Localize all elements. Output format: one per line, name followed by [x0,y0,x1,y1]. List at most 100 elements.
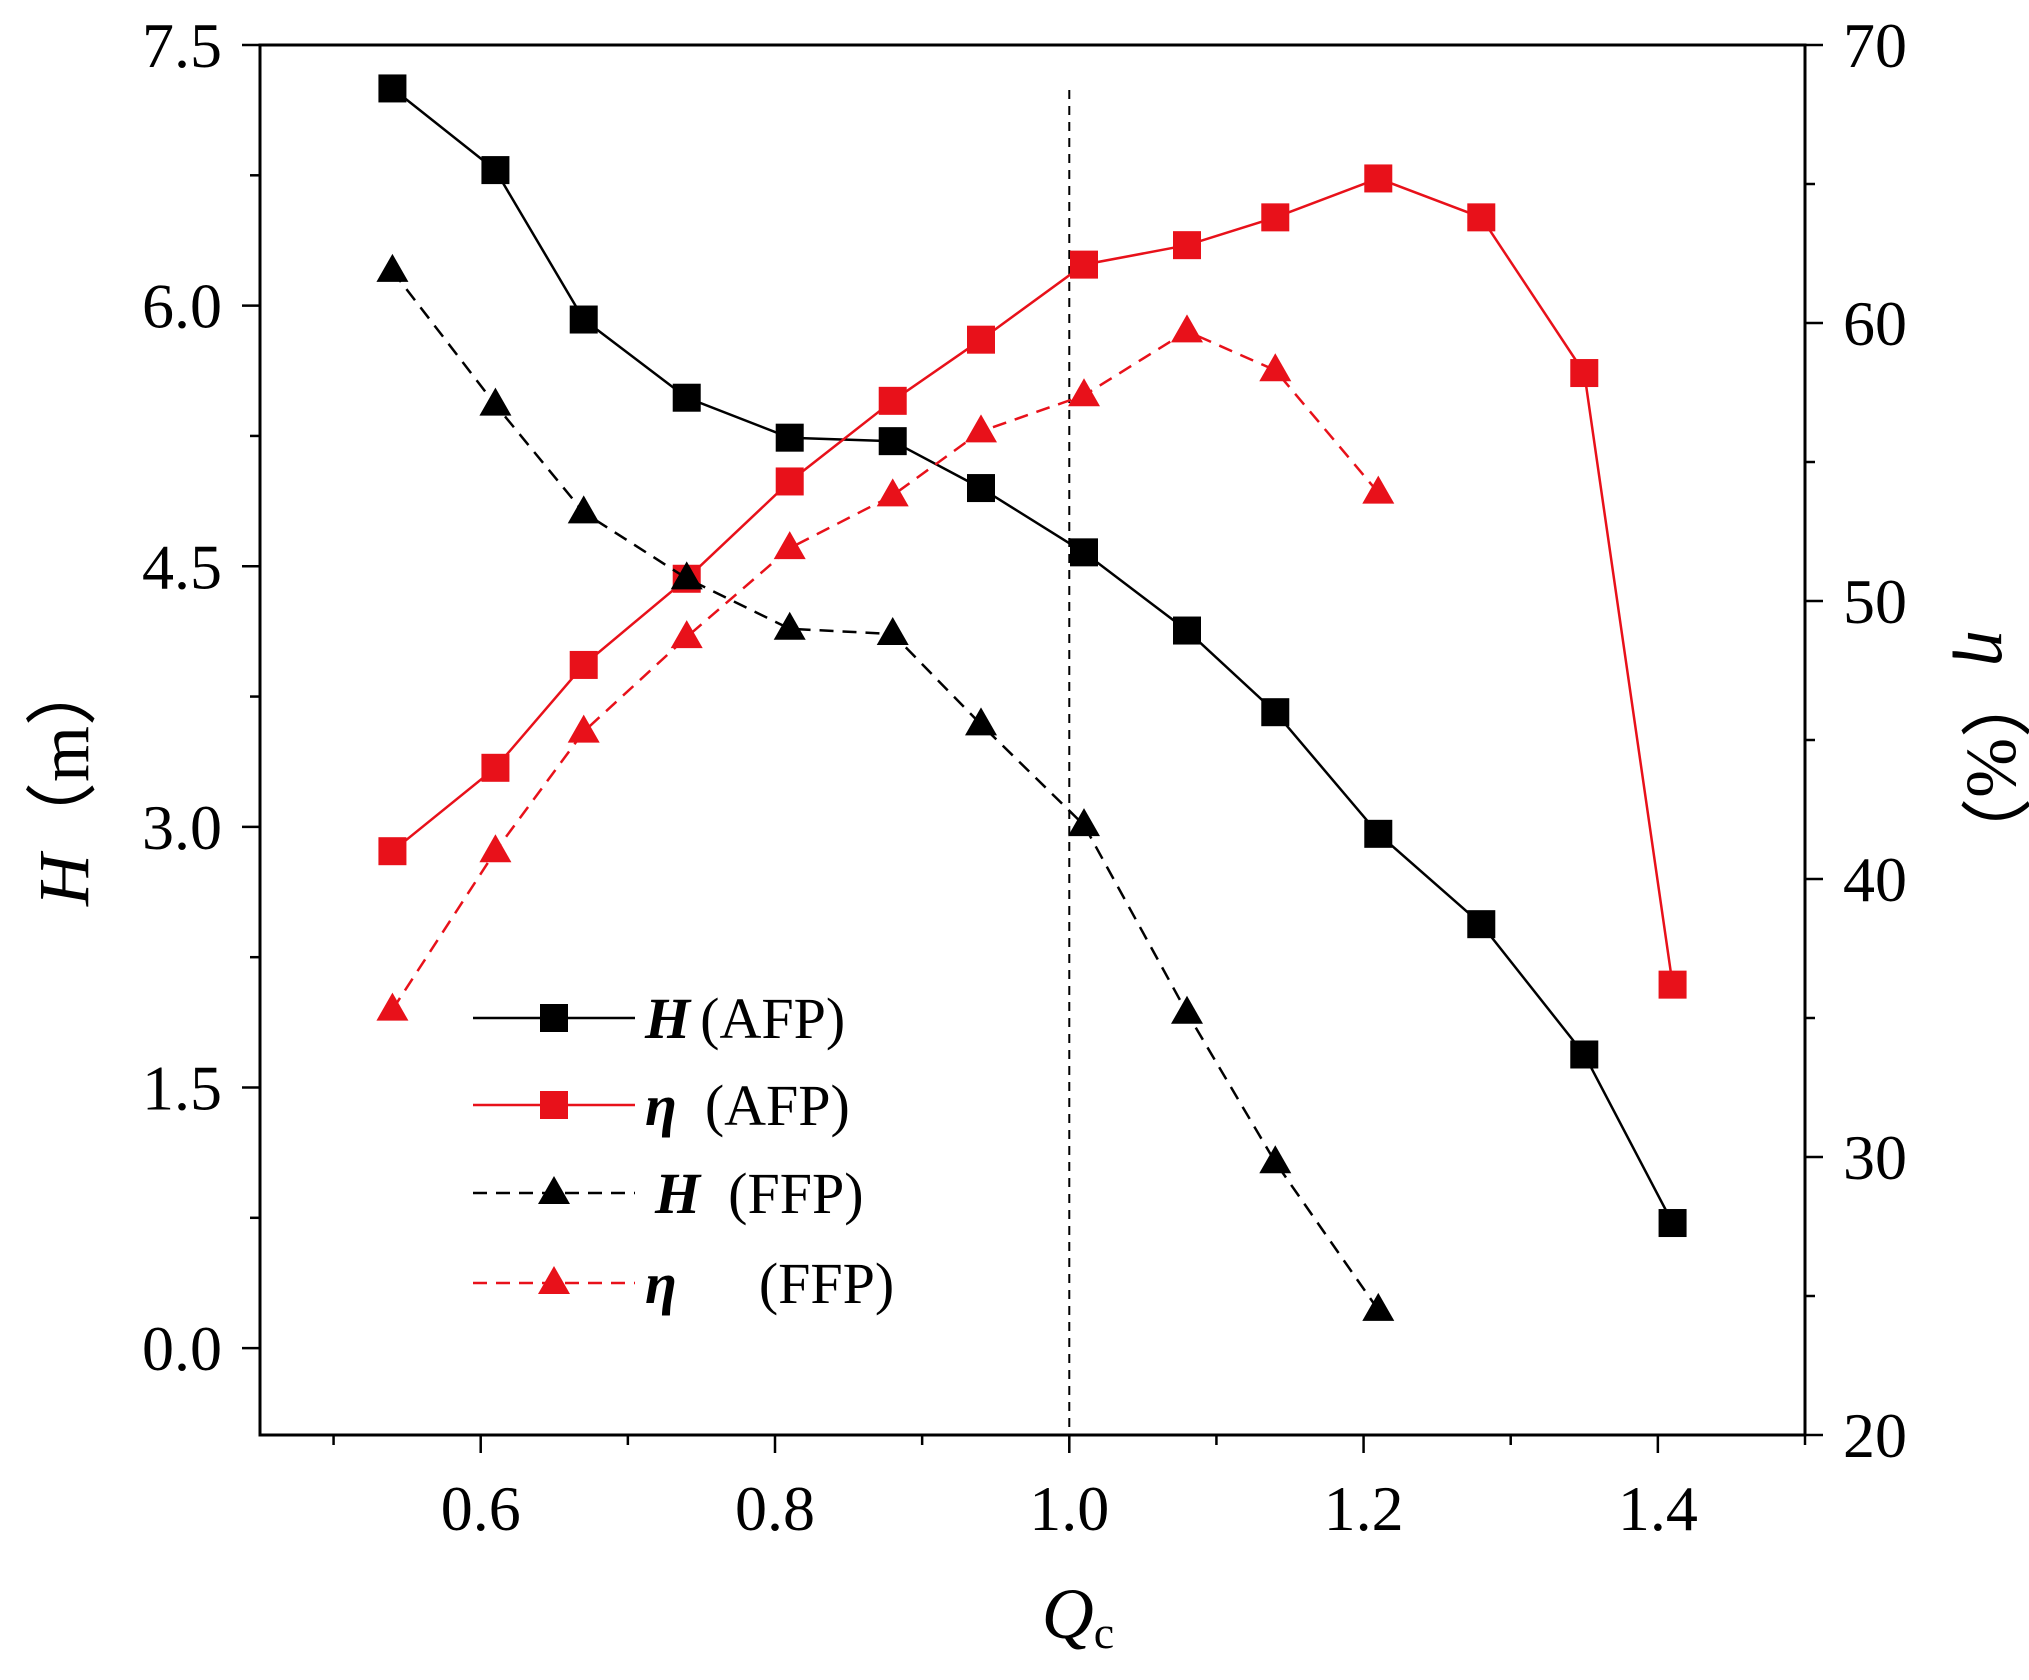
legend-symbol-h-ffp: H [654,1161,702,1226]
y-left-tick-label: 0.0 [142,1313,222,1384]
series-layer [376,74,1687,1321]
data-point-eta_AFP [1070,250,1098,279]
data-point-H_AFP [672,383,701,412]
data-point-eta_FFP [965,414,997,443]
y-left-tick-label: 6.0 [142,271,222,342]
data-point-H_AFP [1467,910,1496,939]
data-point-H_AFP [569,305,598,334]
legend-text-eta-ffp: (FFP) [759,1251,894,1316]
svg-text:H(AFP): H (AFP) [644,986,845,1051]
legend-entry-eta-ffp: η (FFP) [473,1251,894,1316]
data-point-H_FFP [479,387,512,416]
data-point-H_FFP [1068,808,1100,837]
data-point-eta_AFP [1658,970,1687,999]
y-left-tick-label: 7.5 [142,10,222,81]
y-left-title-symbol: H [24,850,104,907]
data-point-eta_AFP [775,467,804,496]
data-point-eta_FFP [567,714,600,743]
data-point-eta_FFP [773,531,806,560]
legend-entry-h-ffp: H (FFP) [473,1161,864,1226]
data-point-eta_FFP [479,834,512,863]
data-point-eta_AFP [967,325,995,354]
data-point-H_AFP [1658,1209,1687,1238]
series-line-eta_AFP [391,177,1674,985]
data-point-eta_AFP [1570,359,1599,388]
data-point-H_FFP [965,707,997,736]
y-left-axis-title: H（m） [24,654,104,907]
x-tick-label: 0.6 [441,1473,521,1544]
x-title-main: Q [1042,1574,1094,1654]
data-point-H_FFP [376,253,409,282]
legend-symbol-eta-afp: η [645,1073,677,1138]
data-point-eta_AFP [378,837,407,866]
y-left-tick-label: 3.0 [142,792,222,863]
data-point-H_FFP [1171,995,1203,1024]
y-right-tick-label: 70 [1843,10,1907,81]
data-point-H_AFP [967,474,995,503]
data-point-eta_AFP [569,650,598,679]
data-point-eta_FFP [1171,314,1203,343]
data-point-eta_AFP [1364,164,1393,193]
y-right-tick-label: 20 [1843,1400,1907,1471]
data-point-H_AFP [378,74,407,103]
legend-text-eta-afp: (AFP) [705,1073,850,1138]
svg-text:η（%）: η（%） [1952,630,2029,870]
data-point-eta_AFP [1173,231,1201,260]
data-point-H_AFP [1364,819,1393,848]
svg-text:η(FFP): η (FFP) [645,1251,894,1316]
svg-text:H（m）: H（m） [24,654,104,907]
y-left-title-unit: （m） [24,654,104,854]
series-line-H_AFP [391,87,1674,1224]
legend: H (AFP) η (AFP) H (FFP) [473,986,894,1316]
data-point-H_AFP [1261,698,1290,727]
tick-layer: 0.6 0.8 1.0 1.2 1.4 0.0 1.5 3.0 4.5 6.0 7.5 20 30 40 5… [142,10,1907,1544]
series-line-eta_FFP [391,329,1380,1011]
y-left-tick-label: 4.5 [142,531,222,602]
legend-symbol-h-afp: H [644,986,692,1051]
y-right-tick-label: 60 [1843,288,1907,359]
x-axis-title: Qc [1042,1574,1114,1658]
legend-entry-eta-afp: η (AFP) [473,1073,850,1138]
y-right-title-unit: （%） [1952,666,2029,870]
x-title-sub: c [1094,1607,1114,1658]
svg-text:H(FFP): H (FFP) [654,1161,864,1226]
y-right-tick-label: 30 [1843,1122,1907,1193]
legend-symbol-eta-ffp: η [645,1251,677,1316]
data-point-H_AFP [1570,1040,1599,1069]
data-point-H_AFP [1070,538,1098,567]
data-point-eta_FFP [1068,378,1100,407]
data-point-H_AFP [878,427,907,456]
y-right-tick-label: 40 [1843,844,1907,915]
y-right-axis-title: η（%） [1952,630,2029,870]
svg-text:η(AFP): η (AFP) [645,1073,850,1138]
data-point-H_FFP [876,617,909,646]
x-tick-label: 1.4 [1618,1473,1698,1544]
data-point-eta_FFP [876,478,909,507]
y-right-tick-label: 50 [1843,566,1907,637]
x-tick-label: 0.8 [735,1473,815,1544]
data-point-eta_AFP [1467,203,1496,232]
data-point-H_FFP [1362,1292,1395,1321]
data-point-eta_FFP [670,620,703,649]
y-left-tick-label: 1.5 [142,1053,222,1124]
y-right-title-symbol: η [1952,630,2029,666]
x-tick-label: 1.2 [1324,1473,1404,1544]
data-point-H_AFP [775,423,804,452]
data-point-H_FFP [670,561,703,590]
data-point-H_AFP [1173,616,1201,645]
legend-text-h-ffp: (FFP) [728,1161,863,1226]
data-point-H_FFP [567,495,600,524]
data-point-eta_FFP [376,992,409,1021]
data-point-H_FFP [773,611,806,640]
data-point-H_AFP [481,156,510,185]
data-point-eta_FFP [1362,475,1395,504]
data-point-eta_AFP [1261,203,1290,232]
legend-entry-h-afp: H (AFP) [473,986,845,1051]
data-point-eta_AFP [481,753,510,782]
data-point-eta_AFP [878,386,907,415]
legend-text-h-afp: (AFP) [700,986,845,1051]
x-tick-label: 1.0 [1029,1473,1109,1544]
